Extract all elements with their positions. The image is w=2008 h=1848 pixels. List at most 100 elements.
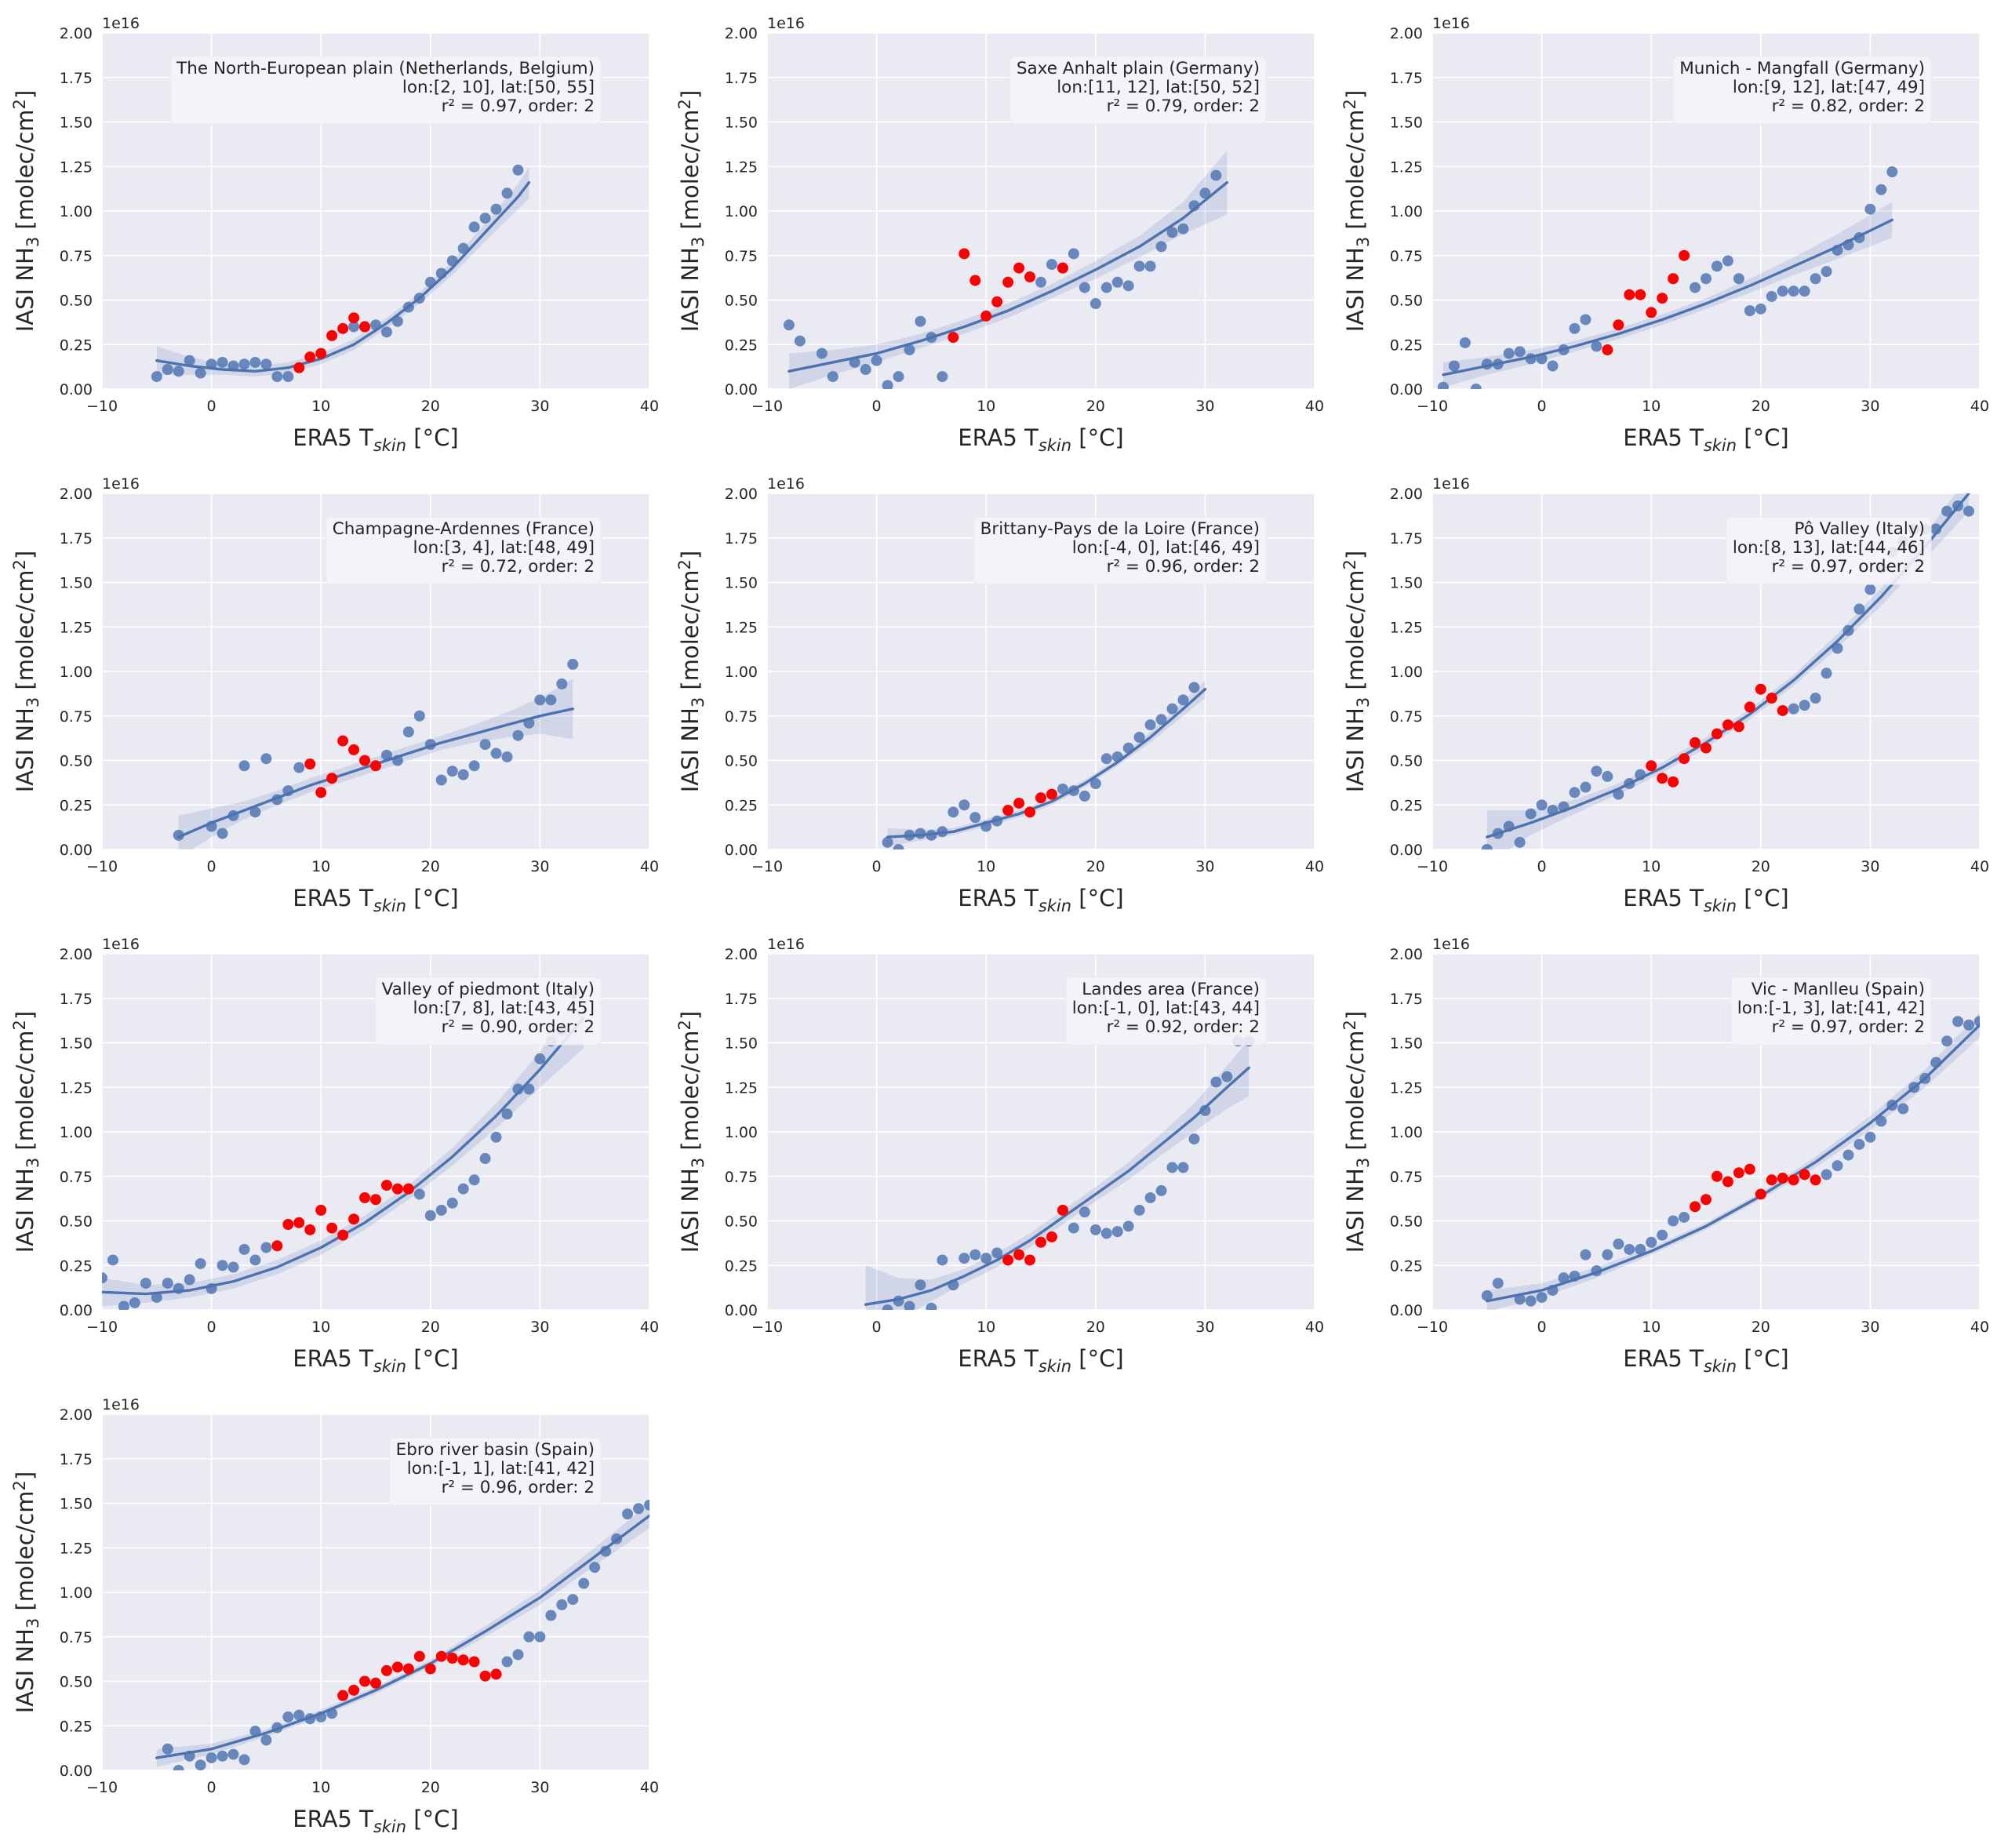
y-tick-label: 1.50 xyxy=(725,115,758,132)
highlight-point xyxy=(1046,788,1057,800)
subplot-4: −10 0 10 20 30 40 0.00 0.25 0.50 0.75 1.00 1.25 1.50… xyxy=(10,475,659,915)
legend-region: lon:[3, 4], lat:[48, 49] xyxy=(413,538,595,558)
y-axis-label-main: IASI NH xyxy=(1342,247,1369,332)
y-axis-label-unit: [molec/cm xyxy=(12,109,38,236)
y-tick-label: 1.25 xyxy=(60,619,93,636)
y-tick-label: 0.00 xyxy=(1390,1302,1423,1319)
data-point xyxy=(1569,322,1581,334)
highlight-point xyxy=(490,1668,502,1680)
y-axis-label-sup: 2 xyxy=(1340,559,1359,569)
x-tick-label: 0 xyxy=(1537,398,1547,415)
highlight-point xyxy=(1679,753,1690,765)
y-tick-label: 0.25 xyxy=(1390,1257,1423,1275)
legend-title: Pô Valley (Italy) xyxy=(1794,519,1925,539)
highlight-point xyxy=(337,1229,349,1241)
legend: Landes area (France)lon:[-1, 0], lat:[43… xyxy=(1065,977,1267,1046)
highlight-point xyxy=(435,1650,447,1662)
x-tick-label: 20 xyxy=(1086,1319,1105,1336)
x-axis-label-unit: [°C] xyxy=(1071,424,1124,451)
data-point xyxy=(1079,282,1090,293)
highlight-point xyxy=(370,760,381,772)
data-point xyxy=(435,774,447,786)
data-point xyxy=(1100,282,1112,293)
data-point xyxy=(1068,1222,1079,1234)
plot-area xyxy=(783,150,1229,389)
x-axis-label-sub: skin xyxy=(373,1817,406,1836)
y-axis-label-sup: 2 xyxy=(10,99,29,109)
y-tick-label: 1.25 xyxy=(725,1079,758,1097)
legend-region: lon:[-1, 1], lat:[41, 42] xyxy=(407,1459,595,1479)
x-axis-label-unit: [°C] xyxy=(406,885,459,911)
x-tick-label: 30 xyxy=(530,398,549,415)
fit-line xyxy=(155,1514,649,1759)
data-point xyxy=(534,694,546,706)
y-axis-label-unit: [molec/cm xyxy=(12,569,38,697)
data-point xyxy=(980,1253,992,1264)
y-axis-label-sub: 3 xyxy=(24,237,42,247)
data-point xyxy=(937,371,948,383)
data-point xyxy=(435,1204,447,1216)
data-point xyxy=(195,367,206,379)
x-tick-label: 0 xyxy=(872,858,882,875)
data-point xyxy=(118,1301,129,1310)
data-point xyxy=(827,371,838,383)
y-tick-label: 1.25 xyxy=(60,1540,93,1557)
data-point xyxy=(249,806,261,818)
data-point xyxy=(1580,1249,1591,1260)
highlight-point xyxy=(1013,262,1025,274)
data-point xyxy=(501,187,513,199)
y-axis-label-sub: 3 xyxy=(1354,1158,1373,1168)
data-point xyxy=(140,1277,151,1289)
data-point xyxy=(490,1131,502,1143)
plot-area xyxy=(1481,1012,1980,1310)
data-point xyxy=(1974,1016,1980,1028)
x-tick-label: 20 xyxy=(1752,398,1770,415)
fit-line xyxy=(886,688,1207,839)
highlight-point xyxy=(1711,728,1722,740)
y-tick-label: 0.00 xyxy=(60,1763,93,1780)
data-point xyxy=(260,1242,272,1253)
highlight-point xyxy=(1679,249,1690,261)
x-tick-label: 20 xyxy=(1086,858,1105,875)
y-tick-label: 0.75 xyxy=(60,1169,93,1186)
y-tick-label: 0.50 xyxy=(60,1213,93,1231)
x-tick-label: 40 xyxy=(1970,1319,1989,1336)
x-axis-label-sub: skin xyxy=(1704,1357,1737,1376)
highlight-point xyxy=(457,1654,469,1666)
plot-area xyxy=(155,1499,649,1770)
y-tick-label: 2.00 xyxy=(1390,486,1423,503)
data-point xyxy=(479,739,491,751)
data-point xyxy=(1079,1206,1090,1218)
data-point xyxy=(468,221,480,233)
data-point xyxy=(1057,783,1068,795)
y-tick-label: 1.50 xyxy=(725,575,758,592)
y-axis-label-sub: 3 xyxy=(24,1618,42,1628)
data-point xyxy=(534,1053,546,1064)
x-tick-label: 0 xyxy=(1537,858,1547,875)
x-tick-label: 30 xyxy=(1195,1319,1214,1336)
x-axis-label-main: ERA5 T xyxy=(958,424,1039,451)
highlight-point xyxy=(304,351,316,363)
plot-area xyxy=(882,680,1207,849)
highlight-point xyxy=(370,1194,381,1206)
data-point xyxy=(1690,282,1701,293)
x-tick-label: −10 xyxy=(751,398,783,415)
highlight-point xyxy=(359,321,371,333)
y-axis-label-sup: 2 xyxy=(10,1480,29,1490)
highlight-point xyxy=(1035,792,1046,804)
y-tick-label: 1.25 xyxy=(1390,619,1423,636)
y-tick-label: 0.00 xyxy=(60,1302,93,1319)
highlight-point xyxy=(293,1217,305,1228)
x-axis-label: ERA5 Tskin [°C] xyxy=(293,885,458,915)
y-tick-label: 1.50 xyxy=(1390,1035,1423,1053)
x-tick-label: 20 xyxy=(1752,1319,1770,1336)
data-point xyxy=(1580,781,1591,793)
highlight-point xyxy=(1755,1188,1766,1200)
highlight-point xyxy=(293,362,305,373)
highlight-point xyxy=(348,312,360,324)
data-point xyxy=(1177,694,1189,706)
x-tick-label: −10 xyxy=(1417,1319,1448,1336)
subplot-3: −10 0 10 20 30 40 0.00 0.25 0.50 0.75 1.00 1.25 1.50… xyxy=(1340,15,1989,455)
y-tick-label: 2.00 xyxy=(725,486,758,503)
data-point xyxy=(173,829,184,841)
